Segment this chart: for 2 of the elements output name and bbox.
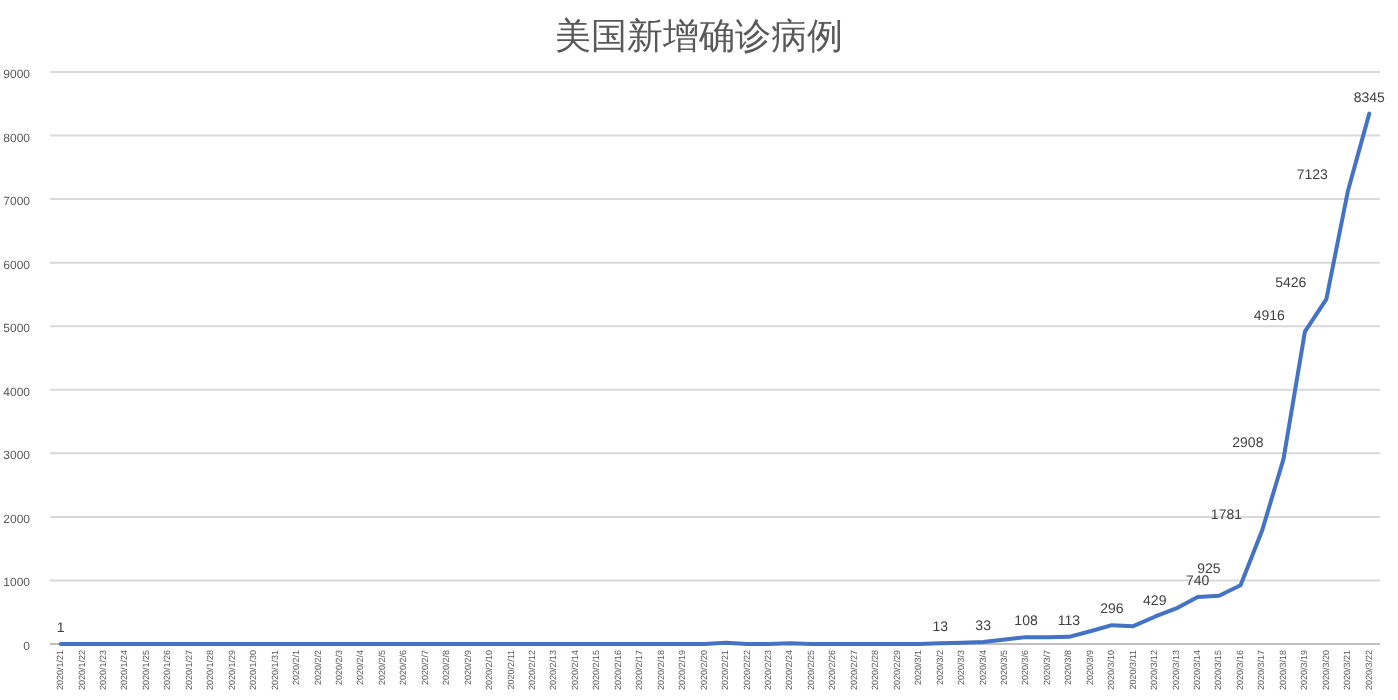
- line-series: [58, 111, 1372, 646]
- chart-title: 美国新增确诊病例: [555, 16, 843, 56]
